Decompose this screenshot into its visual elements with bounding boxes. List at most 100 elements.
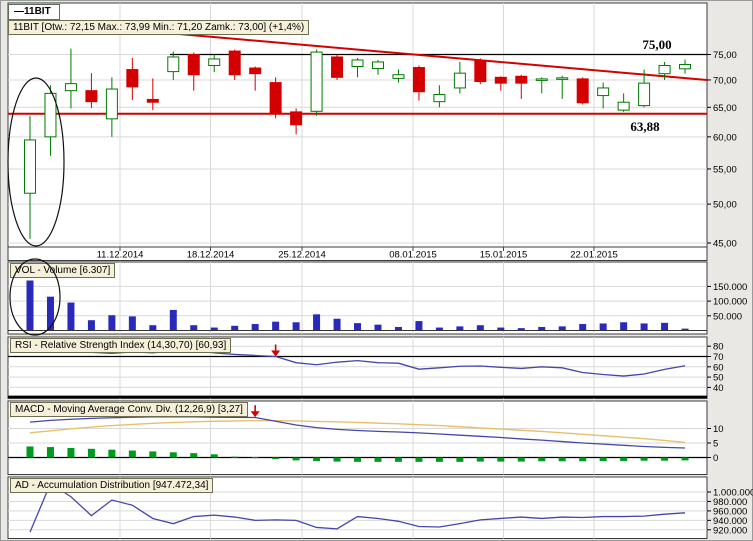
candle-body xyxy=(228,50,241,76)
main-panel-plot-area[interactable] xyxy=(8,3,707,261)
macd-histogram-bar xyxy=(538,457,546,462)
macd-histogram-bar xyxy=(599,457,607,461)
price-axis-label: 50,00 xyxy=(713,200,737,211)
candle-body xyxy=(290,111,303,126)
candle-body xyxy=(474,59,487,83)
macd-histogram-bar xyxy=(272,457,280,459)
macd-histogram-bar xyxy=(435,457,443,462)
ad-line xyxy=(29,482,686,533)
volume-panel-background xyxy=(7,261,708,335)
macd-histogram-bar xyxy=(87,448,95,458)
ad-panel-label[interactable]: AD - Accumulation Distribution [947.472,… xyxy=(10,478,214,493)
ad-axis-label: 960.000 xyxy=(713,506,747,517)
trendline xyxy=(149,30,708,81)
candle-body xyxy=(310,51,323,112)
volume-bar xyxy=(333,318,341,331)
macd-histogram-bar xyxy=(313,457,321,461)
macd-histogram-bar xyxy=(26,446,34,458)
candle-body xyxy=(453,72,466,89)
macd-histogram-bar xyxy=(640,457,648,461)
volume-panel-label[interactable]: VOL - Volume [6.307] xyxy=(10,263,116,278)
date-label: 15.01.2015 xyxy=(480,250,528,261)
candle-body xyxy=(187,54,200,76)
rsi-axis-label: 60 xyxy=(713,362,724,373)
volume-bar xyxy=(210,327,218,331)
candle-body xyxy=(105,88,118,120)
macd-histogram-bar xyxy=(456,457,464,462)
rsi-axis-label: 80 xyxy=(713,342,724,353)
candle-body xyxy=(433,93,446,103)
candle-body xyxy=(167,56,180,73)
date-label: 22.01.2015 xyxy=(570,250,618,261)
volume-bar xyxy=(456,326,464,331)
macd-histogram-bar xyxy=(620,457,628,461)
candle-body xyxy=(331,56,344,78)
volume-bar xyxy=(313,314,321,331)
price-axis-label: 75,00 xyxy=(713,50,737,61)
macd-histogram-bar xyxy=(149,451,157,458)
macd-panel-label[interactable]: MACD - Moving Average Conv. Div. (12,26,… xyxy=(10,402,248,417)
rsi-down-arrow-icon xyxy=(271,350,281,357)
macd-histogram-bar xyxy=(394,457,402,462)
candle-body xyxy=(515,75,528,84)
volume-axis-label: 150.000 xyxy=(713,282,747,293)
ad-axis-label: 980.000 xyxy=(713,497,747,508)
macd-down-arrow-icon xyxy=(250,411,260,418)
rsi-axis-label: 50 xyxy=(713,373,724,384)
candle-body xyxy=(597,87,610,97)
candle-body xyxy=(412,67,425,93)
volume-bar xyxy=(149,325,157,331)
macd-histogram-bar xyxy=(231,456,239,458)
macd-histogram-bar xyxy=(354,457,362,462)
candle-body xyxy=(126,69,139,88)
volume-bar xyxy=(67,302,75,331)
candle-body xyxy=(146,98,159,103)
candle-body xyxy=(269,82,282,115)
candle-body xyxy=(535,78,548,81)
macd-histogram-bar xyxy=(415,457,423,462)
macd-axis-label: 0 xyxy=(713,453,718,464)
volume-bar xyxy=(579,324,587,331)
support-price-label: 63,88 xyxy=(630,119,660,134)
candle-body xyxy=(249,67,262,75)
candle-body xyxy=(208,58,221,66)
macd-histogram-bar xyxy=(333,457,341,462)
volume-bar xyxy=(394,326,402,331)
volume-bar xyxy=(415,321,423,331)
macd-histogram-bar xyxy=(476,457,484,462)
volume-bar xyxy=(354,323,362,331)
candle-body xyxy=(85,90,98,103)
candle-body xyxy=(658,64,671,75)
candle-body xyxy=(371,61,384,70)
macd-histogram-bar xyxy=(661,457,669,461)
candle-body xyxy=(576,78,589,104)
date-label: 18.12.2014 xyxy=(187,250,235,261)
date-label: 25.12.2014 xyxy=(278,250,326,261)
price-axis-label: 45,00 xyxy=(713,238,737,249)
macd-histogram-bar xyxy=(210,454,218,458)
series-legend[interactable]: —11BIT xyxy=(8,4,60,20)
volume-bar xyxy=(169,309,177,331)
volume-bar xyxy=(558,326,566,331)
volume-bar xyxy=(108,315,116,331)
volume-bar xyxy=(292,322,300,331)
candle-body xyxy=(494,76,507,84)
ad-axis-label: 920.000 xyxy=(713,525,747,536)
price-axis-label: 60,00 xyxy=(713,132,737,143)
volume-axis-label: 50.000 xyxy=(713,311,742,322)
macd-line xyxy=(29,416,686,449)
rsi-axis-label: 70 xyxy=(713,352,724,363)
macd-signal-line xyxy=(29,419,686,444)
volume-bar xyxy=(190,325,198,331)
rsi-panel-label[interactable]: RSI - Relative Strength Index (14,30,70)… xyxy=(10,338,232,353)
price-axis-label: 65,00 xyxy=(713,103,737,114)
ad-axis-label: 1.000.000 xyxy=(713,488,753,499)
date-label: 11.12.2014 xyxy=(97,250,144,261)
macd-histogram-bar xyxy=(128,450,136,458)
volume-bar xyxy=(374,324,382,331)
candle-body xyxy=(556,77,569,80)
macd-histogram-bar xyxy=(579,457,587,462)
volume-bar xyxy=(251,324,259,331)
volume-bar xyxy=(599,323,607,331)
volume-bar xyxy=(538,326,546,331)
